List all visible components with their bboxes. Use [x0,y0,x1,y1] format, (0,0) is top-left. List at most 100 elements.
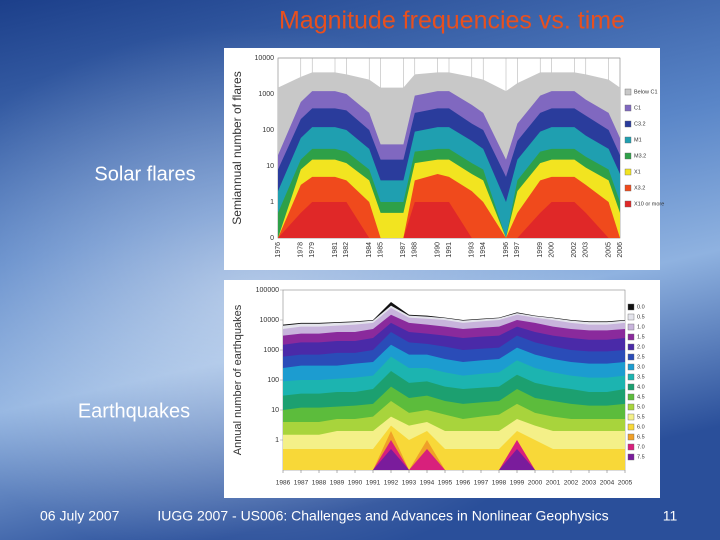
legend-swatch [627,363,635,371]
legend-label: 7.0 [637,444,645,450]
legend-swatch [627,413,635,421]
legend-label: C1 [634,105,641,111]
x-tick-label: 1997 [474,480,489,487]
x-tick-label: 1998 [492,480,507,487]
x-tick-label: 1989 [330,480,345,487]
section-label: Earthquakes [78,400,190,422]
y-tick-label: 100 [267,377,279,384]
legend-swatch [627,343,635,351]
x-tick-label: 1999 [510,480,525,487]
x-tick-label: 1984 [366,242,373,258]
legend-label: 5.0 [637,404,645,410]
legend-swatch [627,303,635,311]
x-tick-label: 2000 [528,480,543,487]
legend-label: 1.0 [637,324,645,330]
legend-label: 1.5 [637,334,645,340]
x-tick-label: 1992 [384,480,399,487]
legend-label: 3.5 [637,374,645,380]
legend-label: 5.5 [637,414,645,420]
legend-swatch [627,333,635,341]
x-tick-label: 2006 [617,242,624,258]
legend-label: 2.0 [637,344,645,350]
x-tick-label: 2002 [571,242,578,258]
legend-swatch [627,373,635,381]
legend-swatch [627,423,635,431]
y-tick-label: 1000 [263,347,279,354]
legend-label: 3.0 [637,364,645,370]
legend-swatch [624,120,632,128]
x-tick-label: 1988 [412,242,419,258]
x-tick-label: 2005 [605,242,612,258]
x-tick-label: 1990 [434,242,441,258]
legend-swatch [624,88,632,96]
legend-swatch [624,184,632,192]
legend-label: 0.5 [637,314,645,320]
x-tick-label: 1981 [332,242,339,258]
legend-swatch [627,403,635,411]
legend-swatch [627,383,635,391]
x-tick-label: 1979 [309,242,316,258]
y-tick-label: 10000 [260,317,280,324]
legend-swatch [627,353,635,361]
y-tick-label: 1 [275,437,279,444]
legend-swatch [627,313,635,321]
x-tick-label: 1986 [276,480,291,487]
legend-label: M1 [634,137,642,143]
y-tick-label: 100000 [256,287,279,294]
x-tick-label: 1987 [294,480,309,487]
x-tick-label: 2002 [564,480,579,487]
x-tick-label: 1996 [456,480,471,487]
y-axis-label: Annual number of earthquakes [232,304,244,455]
y-tick-label: 1000 [258,91,274,98]
legend-swatch [627,443,635,451]
x-tick-label: 1991 [366,480,381,487]
footer-text: IUGG 2007 - US006: Challenges and Advanc… [157,508,608,524]
x-tick-label: 1976 [275,242,282,258]
x-tick-label: 1994 [480,242,487,258]
x-tick-label: 1993 [402,480,417,487]
legend-label: 7.5 [637,454,645,460]
y-tick-label: 1 [270,199,274,206]
x-tick-label: 1997 [514,242,521,258]
y-axis-label: Semiannual number of flares [230,71,244,224]
legend-swatch [627,393,635,401]
legend-label: 0.0 [637,304,645,310]
section-label: Solar flares [94,163,195,185]
legend-swatch [624,152,632,160]
area [278,202,620,238]
legend-label: 4.5 [637,394,645,400]
legend-label: Below C1 [634,89,658,95]
legend-label: 4.0 [637,384,645,390]
slide-title: Magnitude frequencies vs. time [279,7,625,35]
x-tick-label: 1990 [348,480,363,487]
legend-label: X3.2 [634,185,645,191]
legend-swatch [627,453,635,461]
y-tick-label: 10 [266,163,274,170]
legend-swatch [624,168,632,176]
x-tick-label: 1988 [312,480,327,487]
x-tick-label: 1991 [446,242,453,258]
x-tick-label: 2003 [582,480,597,487]
x-tick-label: 1987 [400,242,407,258]
y-tick-label: 0 [270,235,274,242]
x-tick-label: 2003 [583,242,590,258]
x-tick-label: 1993 [469,242,476,258]
x-tick-label: 2005 [618,480,633,487]
x-tick-label: 2000 [548,242,555,258]
area [283,425,625,470]
legend-label: X1 [634,169,641,175]
x-tick-label: 1994 [420,480,435,487]
y-tick-label: 10000 [255,55,275,62]
legend-label: M3.2 [634,153,646,159]
legend-swatch [624,136,632,144]
x-tick-label: 1982 [343,242,350,258]
legend-label: 6.5 [637,434,645,440]
legend-label: 2.5 [637,354,645,360]
legend-label: 6.0 [637,424,645,430]
x-tick-label: 2004 [600,480,615,487]
page-number: 11 [663,508,678,524]
x-tick-label: 2001 [546,480,561,487]
y-tick-label: 100 [262,127,274,134]
x-tick-label: 1999 [537,242,544,258]
